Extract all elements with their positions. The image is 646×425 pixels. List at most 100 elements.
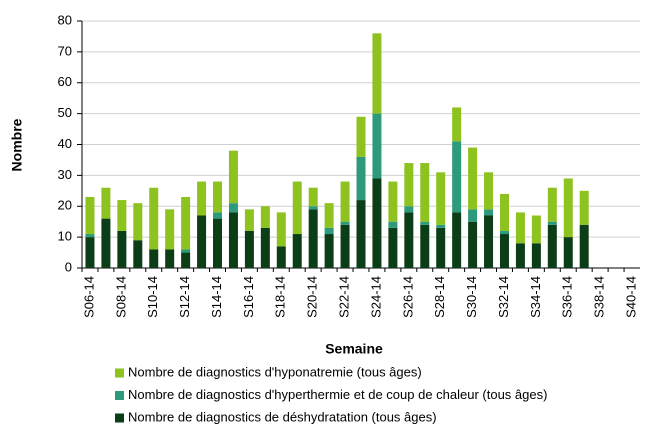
bar-segment (213, 212, 223, 219)
bar-segment (468, 221, 478, 268)
bar-segment (340, 181, 350, 222)
bar-segment (181, 249, 191, 253)
bar-segment (260, 206, 270, 228)
legend-label: Nombre de diagnostics d'hyponatremie (to… (128, 364, 422, 379)
y-tick-label: 0 (65, 259, 72, 274)
bar-segment (436, 224, 446, 228)
bar-segment (292, 181, 302, 235)
legend-swatch (115, 391, 124, 400)
y-tick-label: 80 (58, 12, 72, 27)
x-axis-title: Semaine (325, 341, 383, 357)
bar-segment (531, 243, 541, 268)
x-tick-label: S30-14 (464, 276, 479, 318)
bar-segment (547, 224, 557, 268)
legend-label: Nombre de diagnostics d'hyperthermie et … (128, 387, 547, 402)
x-tick-label: S24-14 (368, 276, 383, 318)
legend-swatch (115, 368, 124, 378)
bar-segment (579, 224, 589, 268)
bar-segment (340, 221, 350, 225)
bar-segment (228, 150, 238, 204)
bar-segment (181, 252, 191, 268)
x-tick-label: S14-14 (209, 276, 224, 318)
bar-segment (420, 163, 430, 222)
bar-segment (452, 141, 462, 213)
bar-segment (484, 172, 494, 210)
bar-segment (85, 234, 95, 238)
bar-segment (356, 116, 366, 157)
bar-segment (260, 227, 270, 268)
x-tick-label: S40-14 (623, 276, 638, 318)
bar-segment (101, 187, 111, 219)
bar-segment (452, 212, 462, 268)
x-tick-label: S06-14 (81, 276, 96, 318)
bar-segment (228, 212, 238, 268)
bar-segment (117, 200, 127, 231)
bar-segment (468, 209, 478, 222)
bar-segment (388, 181, 398, 222)
bar-segment (499, 234, 509, 268)
legend-swatch (115, 413, 124, 423)
x-tick-label: S16-14 (241, 276, 256, 318)
bar-segment (133, 240, 143, 268)
bar-segment (165, 209, 175, 250)
bar-segment (276, 212, 286, 247)
bar-segment (388, 221, 398, 228)
x-tick-label: S38-14 (592, 276, 607, 318)
bar-segment (308, 187, 318, 207)
bar-segment (324, 227, 334, 235)
bar-segment (420, 224, 430, 268)
bar-segment (404, 163, 414, 207)
x-tick-label: S20-14 (305, 276, 320, 318)
bar-segment (149, 249, 159, 268)
bar-segment (324, 234, 334, 268)
bar-segment (372, 113, 382, 179)
bar-segment (213, 218, 223, 268)
x-tick-label: S36-14 (560, 276, 575, 318)
bar-segment (292, 234, 302, 268)
bar-segment (244, 230, 254, 268)
bar-segment (547, 187, 557, 222)
bar-segment (101, 218, 111, 268)
bar-segment (197, 215, 207, 268)
bar-segment (308, 209, 318, 268)
y-axis-title: Nombre (9, 118, 25, 171)
bar-segment (563, 178, 573, 238)
y-tick-label: 10 (58, 229, 72, 244)
x-tick-label: S10-14 (145, 276, 160, 318)
bar-segment (579, 190, 589, 225)
bar-segment (197, 181, 207, 216)
bar-segment (515, 212, 525, 244)
bar-segment (372, 33, 382, 114)
bar-segment (484, 215, 494, 268)
bar-segment (484, 209, 494, 216)
x-tick-label: S22-14 (336, 276, 351, 318)
x-tick-label: S26-14 (400, 276, 415, 318)
bar-segment (340, 224, 350, 268)
x-tick-label: S34-14 (528, 276, 543, 318)
bar-segment (181, 196, 191, 250)
x-tick-label: S32-14 (496, 276, 511, 318)
bar-segment (356, 200, 366, 268)
bar-segment (356, 156, 366, 201)
x-tick-label: S12-14 (177, 276, 192, 318)
y-tick-label: 30 (58, 167, 72, 182)
bar-segment (149, 187, 159, 250)
y-tick-label: 60 (58, 74, 72, 89)
bar-segment (515, 243, 525, 268)
bar-segment (468, 147, 478, 210)
bar-segment (436, 172, 446, 225)
bar-segment (372, 178, 382, 268)
bar-segment (499, 193, 509, 231)
bar-segment (133, 203, 143, 241)
bar-segment (117, 230, 127, 268)
bar-segment (165, 249, 175, 268)
bar-segment (547, 221, 557, 225)
bar-segment (276, 246, 286, 268)
bar-segment (436, 227, 446, 268)
bar-segment (499, 230, 509, 235)
bar-segment (228, 203, 238, 213)
y-tick-label: 20 (58, 198, 72, 213)
bar-segment (404, 212, 414, 268)
y-tick-label: 50 (58, 105, 72, 120)
